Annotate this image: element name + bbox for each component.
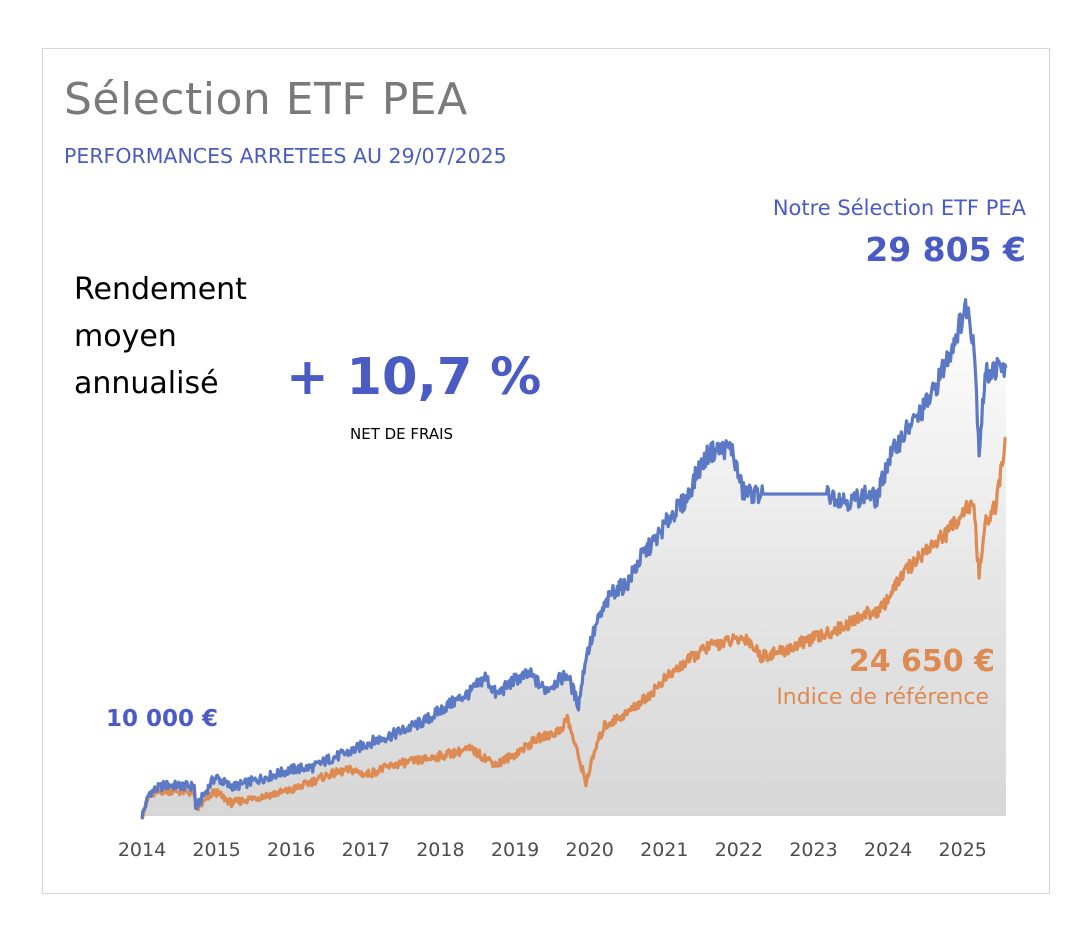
x-tick-label: 2015 (192, 839, 240, 861)
selection-series-label: Notre Sélection ETF PEA (772, 196, 1026, 220)
reference-final-value: 24 650 € (848, 644, 995, 679)
annualized-return-line-3: annualisé (74, 366, 219, 401)
x-tick-label: 2016 (267, 839, 315, 861)
x-tick-label: 2022 (715, 839, 763, 861)
chart-title: Sélection ETF PEA (64, 74, 468, 125)
x-tick-label: 2020 (566, 839, 614, 861)
annualized-return-label: Rendement moyen annualisé (74, 266, 284, 407)
x-tick-label: 2018 (416, 839, 464, 861)
x-tick-label: 2019 (491, 839, 539, 861)
selection-series-line (140, 298, 1008, 819)
annualized-return-line-2: moyen (74, 319, 177, 354)
x-tick-label: 2025 (939, 839, 987, 861)
reference-series-line (140, 436, 1007, 820)
annualized-return-value: + 10,7 % (286, 348, 542, 407)
annualized-return-line-1: Rendement (74, 272, 247, 307)
selection-final-value: 29 805 € (865, 230, 1026, 269)
x-tick-label: 2017 (342, 839, 390, 861)
net-of-fees-note: NET DE FRAIS (350, 425, 454, 443)
reference-series-label: Indice de référence (776, 685, 989, 710)
selection-area (142, 299, 1006, 819)
chart-subtitle: PERFORMANCES ARRETEES AU 29/07/2025 (64, 144, 507, 168)
x-tick-label: 2014 (118, 839, 166, 861)
start-value-label: 10 000 € (106, 706, 219, 732)
x-tick-label: 2021 (640, 839, 688, 861)
x-tick-label: 2024 (864, 839, 912, 861)
x-tick-label: 2023 (789, 839, 837, 861)
